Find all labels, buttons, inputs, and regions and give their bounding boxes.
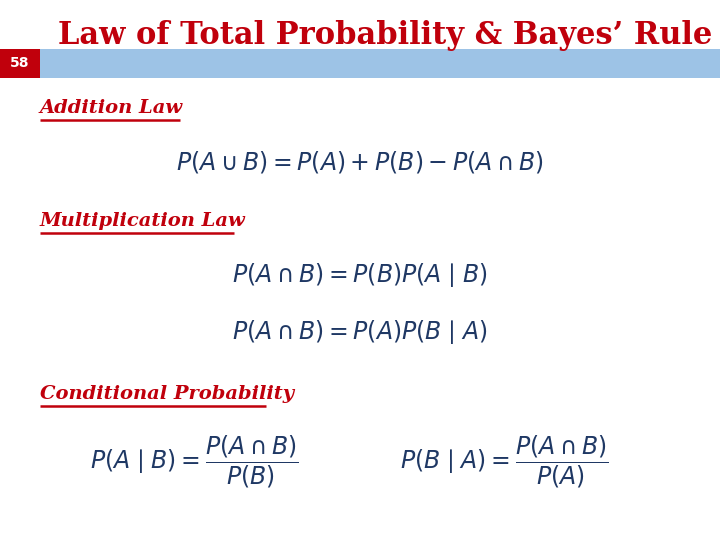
FancyBboxPatch shape bbox=[0, 49, 40, 78]
Text: Law of Total Probability & Bayes’ Rule: Law of Total Probability & Bayes’ Rule bbox=[58, 19, 712, 51]
Text: $P(A \cap B) = P(A)P(B \mid A)$: $P(A \cap B) = P(A)P(B \mid A)$ bbox=[233, 318, 487, 346]
Text: Conditional Probability: Conditional Probability bbox=[40, 385, 294, 403]
Text: $P(A \cup B) = P(A) + P(B) - P(A \cap B)$: $P(A \cup B) = P(A) + P(B) - P(A \cap B)… bbox=[176, 149, 544, 175]
Text: $P(B \mid A) = \dfrac{P(A \cap B)}{P(A)}$: $P(B \mid A) = \dfrac{P(A \cap B)}{P(A)}… bbox=[400, 434, 608, 490]
FancyBboxPatch shape bbox=[0, 49, 720, 78]
Text: $P(A \mid B) = \dfrac{P(A \cap B)}{P(B)}$: $P(A \mid B) = \dfrac{P(A \cap B)}{P(B)}… bbox=[90, 434, 299, 490]
Text: Multiplication Law: Multiplication Law bbox=[40, 212, 246, 231]
Text: 58: 58 bbox=[10, 57, 30, 70]
Text: Addition Law: Addition Law bbox=[40, 99, 183, 117]
Text: $P(A \cap B) = P(B)P(A \mid B)$: $P(A \cap B) = P(B)P(A \mid B)$ bbox=[233, 261, 487, 289]
